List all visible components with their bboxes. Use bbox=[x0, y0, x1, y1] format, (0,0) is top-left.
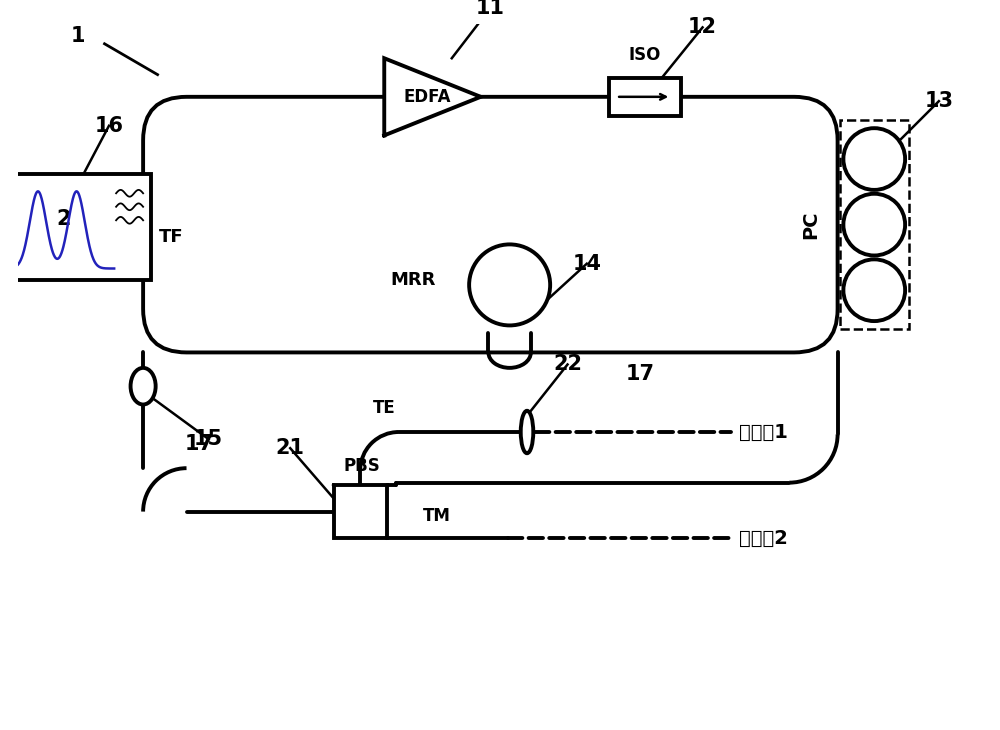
Text: 1: 1 bbox=[70, 26, 85, 46]
Text: TF: TF bbox=[159, 228, 183, 246]
Circle shape bbox=[843, 259, 905, 321]
Text: 17: 17 bbox=[185, 434, 214, 454]
Ellipse shape bbox=[521, 411, 533, 453]
Text: TM: TM bbox=[423, 507, 451, 525]
Text: 16: 16 bbox=[94, 116, 123, 136]
Ellipse shape bbox=[131, 368, 156, 404]
Polygon shape bbox=[384, 58, 481, 135]
Bar bbox=[1, 174, 151, 280]
Text: 14: 14 bbox=[572, 254, 601, 274]
Text: TE: TE bbox=[373, 399, 396, 417]
Bar bbox=[609, 77, 681, 116]
Text: 2: 2 bbox=[57, 210, 71, 229]
Circle shape bbox=[843, 193, 905, 256]
Text: 光频梳2: 光频梳2 bbox=[739, 529, 788, 548]
Circle shape bbox=[843, 128, 905, 190]
Text: 11: 11 bbox=[476, 0, 505, 18]
Text: 21: 21 bbox=[276, 438, 305, 458]
Text: EDFA: EDFA bbox=[404, 88, 451, 106]
Text: MRR: MRR bbox=[391, 271, 436, 289]
Text: 12: 12 bbox=[688, 18, 717, 37]
Text: ISO: ISO bbox=[628, 46, 661, 64]
Bar bbox=[334, 485, 387, 538]
Text: PBS: PBS bbox=[344, 458, 380, 475]
Text: 13: 13 bbox=[924, 91, 953, 111]
Text: 光频梳1: 光频梳1 bbox=[739, 423, 788, 442]
Text: 22: 22 bbox=[553, 355, 582, 374]
Bar bbox=[840, 120, 909, 328]
Text: 15: 15 bbox=[194, 429, 223, 449]
Text: 17: 17 bbox=[625, 364, 654, 384]
Text: PC: PC bbox=[801, 210, 820, 239]
Circle shape bbox=[469, 245, 550, 326]
